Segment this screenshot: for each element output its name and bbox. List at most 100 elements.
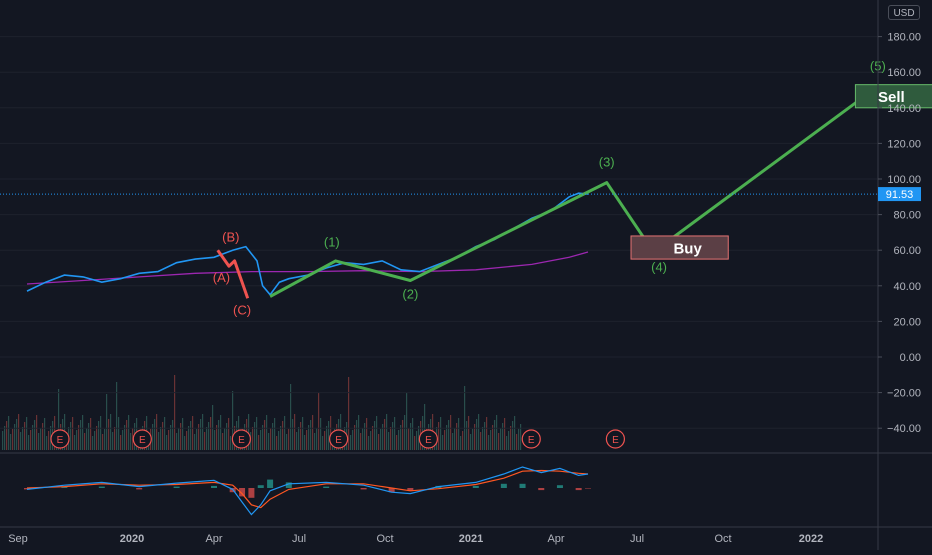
volume-bar [388, 432, 390, 450]
volume-bar [166, 435, 168, 450]
volume-bar [462, 431, 464, 450]
y-tick-label: −20.00 [887, 388, 921, 400]
volume-bar [80, 420, 82, 450]
currency-badge[interactable]: USD [888, 5, 920, 20]
volume-bar [454, 428, 456, 450]
volume-bar [464, 386, 466, 450]
volume-bar [198, 424, 200, 450]
buy-zone-box [630, 235, 729, 260]
volume-bar [382, 424, 384, 450]
x-tick-label: 2022 [799, 533, 823, 545]
x-tick-label: Apr [205, 533, 222, 545]
volume-bar [384, 419, 386, 450]
volume-bar [456, 423, 458, 450]
earnings-icon[interactable] [132, 429, 152, 449]
macd-histogram-bar [360, 488, 367, 490]
volume-bar [274, 418, 276, 450]
volume-bar [120, 435, 122, 450]
macd-histogram-bar [61, 486, 68, 488]
volume-bar [132, 428, 134, 450]
volume-bar [280, 426, 282, 450]
volume-bar [370, 431, 372, 450]
volume-bar [354, 425, 356, 450]
volume-bar [506, 436, 508, 450]
volume-bar [72, 417, 74, 450]
wave-label: (2) [402, 286, 418, 301]
volume-bar [186, 431, 188, 450]
volume-bar [264, 420, 266, 450]
volume-bar [356, 420, 358, 450]
wave-label: (B) [222, 229, 239, 244]
elliott-wave: (A)(B)(C)(1)(2)(3)(4)(5) [213, 58, 886, 317]
volume-bar [172, 420, 174, 450]
earnings-icon[interactable] [521, 429, 541, 449]
earnings-label: E [335, 435, 342, 446]
volume-bar [18, 414, 20, 450]
volume-bar [22, 427, 24, 450]
volume-bar [262, 425, 264, 450]
macd-histogram-bar [267, 479, 274, 488]
volume-bar [156, 414, 158, 450]
volume-bar [272, 423, 274, 450]
volume-bar [326, 426, 328, 450]
earnings-label: E [528, 435, 535, 446]
volume-bar [210, 417, 212, 450]
volume-bar [494, 420, 496, 450]
volume-bar [86, 428, 88, 450]
volume-bar [414, 436, 416, 450]
volume-bar [16, 419, 18, 450]
macd-histogram-bar [575, 488, 582, 491]
earnings-icon[interactable] [605, 429, 626, 449]
volume-bar [498, 433, 500, 450]
volume-bar [288, 429, 290, 450]
volume-bar [406, 393, 408, 450]
volume-bar [130, 433, 132, 450]
volume-bar [128, 415, 130, 450]
volume-bar [160, 427, 162, 450]
macd-histogram-bar [136, 488, 143, 490]
volume-bar [290, 384, 292, 450]
earnings-icon[interactable] [50, 429, 70, 449]
volume-bar [220, 415, 222, 450]
y-tick-label: 180.00 [887, 32, 921, 44]
volume-bar [304, 435, 306, 450]
y-tick-label: 120.00 [887, 138, 921, 150]
y-tick-label: 140.00 [887, 103, 921, 115]
volume-bar [446, 425, 448, 450]
volume-bar [106, 394, 108, 450]
volume-bar [396, 435, 398, 450]
volume-bar [222, 433, 224, 450]
volume-bar [490, 430, 492, 450]
volume-bar [190, 421, 192, 450]
volume-bar [32, 425, 34, 450]
volume-bar [224, 428, 226, 450]
volume-bar [38, 433, 40, 450]
macd-signal-line [26, 469, 589, 509]
volume-bar [314, 433, 316, 450]
volume-bar [368, 436, 370, 450]
volume-bar [390, 427, 392, 450]
volume-bar [486, 417, 488, 450]
volume-bar [158, 432, 160, 450]
volume-bar [518, 429, 520, 450]
earnings-icon[interactable] [231, 429, 251, 449]
volume-bar [100, 416, 102, 450]
volume-bar [394, 417, 396, 450]
earnings-icon[interactable] [329, 429, 349, 449]
volume-bar [362, 428, 364, 450]
volume-bar [202, 414, 204, 450]
sell-zone-box [854, 84, 932, 109]
volume-bar [444, 430, 446, 450]
macd-histogram-bar [519, 483, 526, 488]
volume-bar [12, 429, 14, 450]
volume-bar [458, 418, 460, 450]
volume-bar [496, 415, 498, 450]
volume-bar [194, 434, 196, 450]
earnings-icon[interactable] [418, 429, 438, 449]
volume-bar [164, 417, 166, 450]
volume-bar [468, 416, 470, 450]
x-tick-label: Jul [292, 533, 306, 545]
